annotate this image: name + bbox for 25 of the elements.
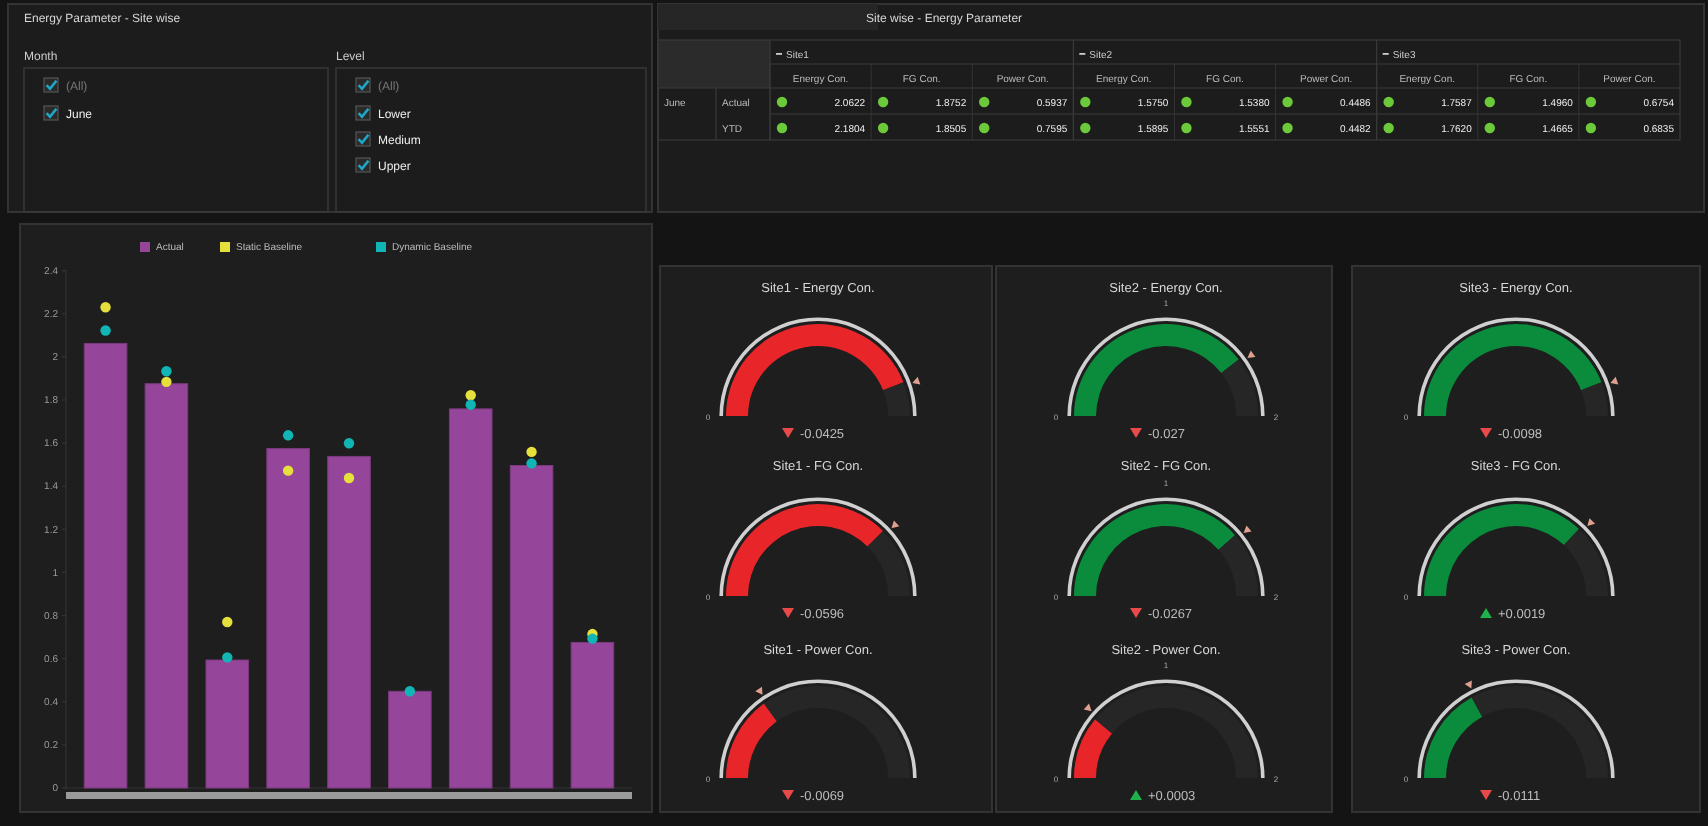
point bbox=[404, 686, 416, 697]
point bbox=[587, 633, 598, 644]
point bbox=[343, 438, 355, 449]
bar bbox=[144, 383, 189, 789]
point bbox=[526, 446, 537, 458]
bar bbox=[570, 641, 615, 789]
point bbox=[222, 616, 233, 628]
point bbox=[526, 458, 537, 469]
bar bbox=[327, 455, 371, 789]
bar bbox=[205, 659, 250, 789]
point bbox=[465, 399, 476, 410]
point bbox=[161, 366, 172, 377]
bar bbox=[83, 342, 128, 789]
bar bbox=[448, 408, 493, 789]
point bbox=[161, 376, 172, 388]
point bbox=[100, 325, 111, 336]
bar bbox=[388, 690, 432, 789]
point bbox=[343, 472, 355, 484]
bar bbox=[509, 464, 554, 789]
point bbox=[222, 652, 233, 663]
point bbox=[282, 430, 294, 441]
point bbox=[100, 302, 111, 313]
point bbox=[282, 465, 294, 476]
bar bbox=[266, 447, 310, 789]
point bbox=[465, 390, 476, 401]
